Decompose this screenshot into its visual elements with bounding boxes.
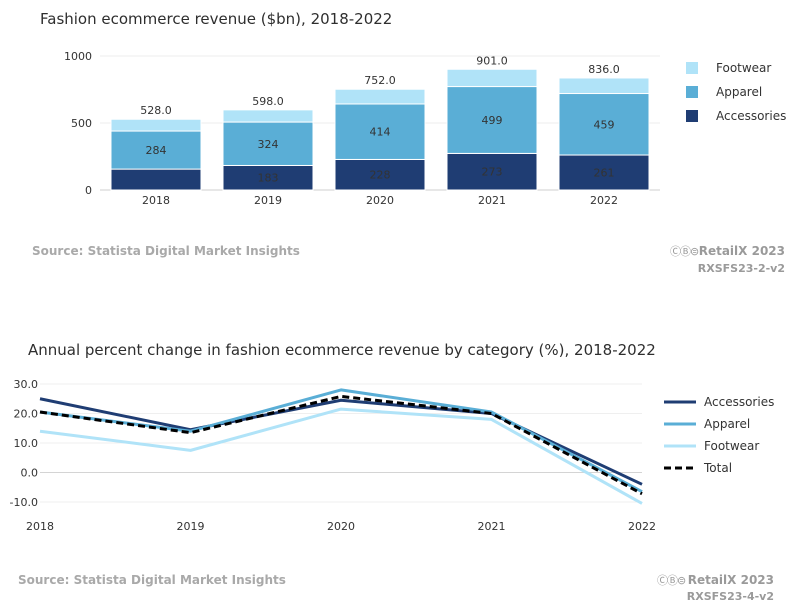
total-label: 836.0 — [588, 63, 620, 76]
chart2-brand: RetailX 2023 — [687, 573, 774, 587]
x-tick-label: 2021 — [478, 194, 506, 207]
data-label: 261 — [594, 167, 615, 180]
percent-change-line-chart: 30.0 20.0 10.0 0.0 -10.0 2018 2019 2020 2021 2022… — [10, 378, 775, 533]
data-label: 183 — [258, 172, 279, 185]
data-label: 414 — [370, 126, 391, 139]
bar-segment-accessories — [558, 154, 650, 191]
x-tick-label: 2022 — [590, 194, 618, 207]
bar-segment-accessories — [110, 168, 202, 191]
bar-segment-apparel — [446, 86, 538, 154]
y-tick-label: 20.0 — [14, 408, 39, 421]
x-tick-label: 2019 — [177, 520, 205, 533]
x-tick-label: 2019 — [254, 194, 282, 207]
legend-label: Footwear — [716, 61, 771, 75]
series-line-total — [39, 394, 643, 496]
legend-swatch — [686, 86, 698, 98]
y-tick-label: 500 — [71, 117, 92, 130]
data-label: 273 — [482, 166, 503, 179]
chart2-source: Source: Statista Digital Market Insights — [18, 573, 286, 587]
bar-segment-accessories — [334, 158, 426, 191]
legend-label: Apparel — [716, 85, 762, 99]
legend-label: Accessories — [704, 395, 774, 409]
y-tick-label: 0 — [85, 184, 92, 197]
bar-segment-footwear — [446, 68, 538, 88]
y-tick-label: 30.0 — [14, 378, 39, 391]
legend-swatch — [686, 62, 698, 74]
data-label: 228 — [370, 169, 391, 182]
revenue-bar-chart: 0 500 1000 284 528.0 2018 183 324 598.0 2019 228 41… — [64, 50, 786, 207]
license-icons: ⒸⒷ⊜ — [670, 245, 699, 258]
bar-segment-footwear — [334, 88, 426, 105]
x-tick-label: 2020 — [327, 520, 355, 533]
bar-segment-footwear — [222, 109, 314, 123]
chart2-code: RXSFS23-4-v2 — [686, 590, 774, 603]
bar-segment-accessories — [446, 152, 538, 191]
y-tick-label: -10.0 — [10, 496, 38, 509]
bar-segment-footwear — [558, 77, 650, 95]
bar-segment-apparel — [334, 103, 426, 160]
legend-label: Apparel — [704, 417, 750, 431]
x-tick-label: 2018 — [142, 194, 170, 207]
chart1-title: Fashion ecommerce revenue ($bn), 2018-20… — [40, 10, 393, 28]
chart1-code: RXSFS23-2-v2 — [697, 262, 785, 275]
data-label: 499 — [482, 114, 503, 127]
x-tick-label: 2018 — [26, 520, 54, 533]
total-label: 901.0 — [476, 54, 508, 67]
data-label: 284 — [146, 144, 167, 157]
series-line-footwear — [39, 407, 643, 505]
total-label: 528.0 — [140, 104, 172, 117]
bar-segment-footwear — [110, 118, 202, 132]
y-tick-label: 1000 — [64, 50, 92, 63]
license-icons: ⒸⒷ⊜ — [657, 574, 686, 587]
legend-label: Footwear — [704, 439, 759, 453]
x-tick-label: 2021 — [478, 520, 506, 533]
x-tick-label: 2020 — [366, 194, 394, 207]
data-label: 459 — [594, 118, 615, 131]
total-label: 752.0 — [364, 74, 396, 87]
bar-segment-accessories — [222, 164, 314, 191]
bar-segment-apparel — [558, 93, 650, 156]
chart1-brand: RetailX 2023 — [698, 244, 785, 258]
bar-segment-apparel — [222, 121, 314, 166]
y-tick-label: 0.0 — [21, 467, 39, 480]
y-tick-label: 10.0 — [14, 437, 39, 450]
legend-label: Accessories — [716, 109, 786, 123]
chart1-source: Source: Statista Digital Market Insights — [32, 244, 300, 258]
x-tick-label: 2022 — [628, 520, 656, 533]
total-label: 598.0 — [252, 95, 284, 108]
legend-swatch — [686, 110, 698, 122]
legend-label: Total — [703, 461, 732, 475]
data-label: 324 — [258, 138, 279, 151]
chart2-title: Annual percent change in fashion ecommer… — [28, 341, 656, 359]
